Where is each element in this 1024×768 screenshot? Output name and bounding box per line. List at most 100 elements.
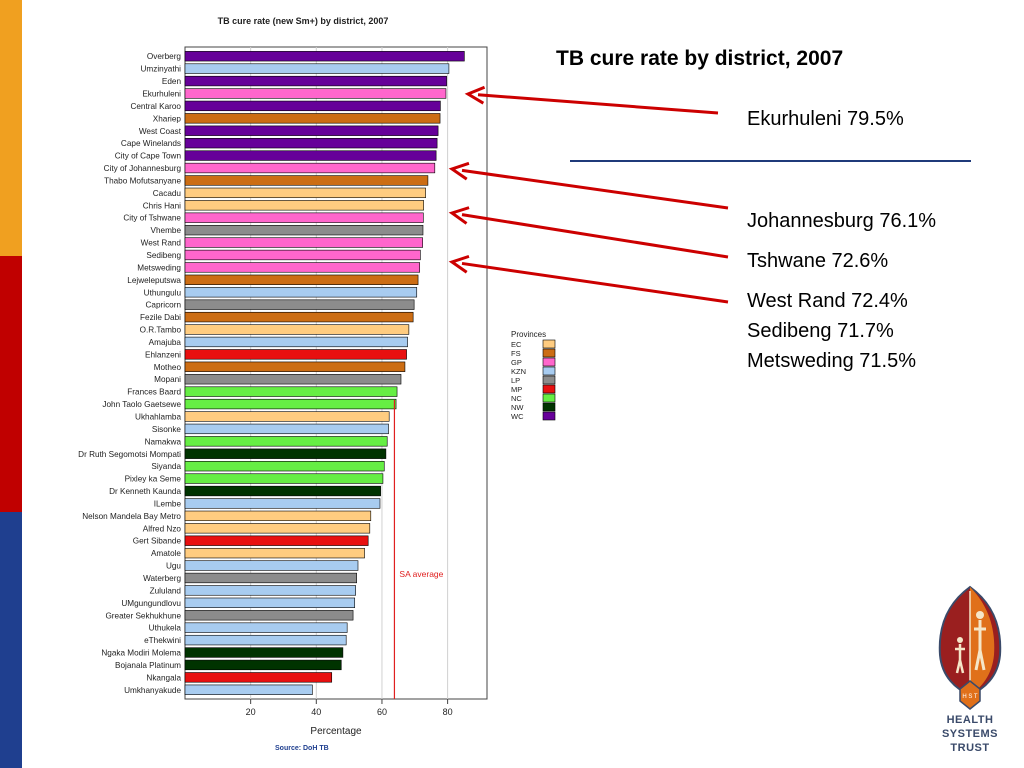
bar-sisonke: [184, 423, 389, 435]
category-label-eden: Eden: [162, 77, 182, 86]
x-tick-label-20: 20: [246, 707, 256, 717]
bar-bojanala-platinum: [184, 659, 342, 671]
legend-swatch-kzn: [542, 366, 556, 376]
bar-ilembe: [184, 498, 381, 509]
accent-stripe-orange: [0, 0, 22, 256]
bar-alfred-nzo: [184, 523, 371, 534]
category-label-ngaka-modiri-molema: Ngaka Modiri Molema: [101, 649, 181, 658]
x-axis-label: Percentage: [310, 726, 362, 737]
callout-johannesburg: Johannesburg 76.1%: [747, 210, 937, 232]
bar-metsweding: [184, 262, 421, 273]
bar-motheo: [184, 361, 406, 372]
legend-swatch-wc: [542, 411, 556, 421]
divider-line: [570, 160, 971, 162]
bar-vhembe: [184, 224, 424, 236]
bar-amatole: [184, 547, 365, 559]
legend-swatch-nc: [542, 393, 556, 403]
chart-title: TB cure rate (new Sm+) by district, 2007: [218, 16, 389, 26]
bar-umkhanyakude: [184, 684, 313, 695]
category-label-vhembe: Vhembe: [151, 226, 182, 235]
x-tick-label-60: 60: [377, 707, 387, 717]
x-tick-label-80: 80: [443, 707, 453, 717]
bar-ekurhuleni: [184, 88, 447, 99]
bar-city-of-tshwane: [184, 212, 424, 223]
bar-mopani: [184, 374, 402, 385]
legend-swatch-nw: [542, 402, 556, 412]
bar-cape-winelands: [184, 138, 438, 149]
category-label-ilembe: ILembe: [154, 499, 182, 508]
category-label-lejweleputswa: Lejweleputswa: [127, 276, 181, 285]
logo-line-2: SYSTEMS: [941, 728, 999, 740]
bar-central-karoo: [184, 100, 441, 112]
category-label-motheo: Motheo: [154, 363, 182, 372]
bar-frances-baard: [184, 386, 398, 397]
category-label-city-of-tshwane: City of Tshwane: [123, 214, 181, 223]
bar-ehlanzeni: [184, 349, 407, 360]
category-label-gert-sibande: Gert Sibande: [133, 537, 182, 546]
category-label-cacadu: Cacadu: [153, 189, 182, 198]
logo-line-3: TRUST: [950, 742, 990, 754]
category-label-alfred-nzo: Alfred Nzo: [143, 524, 182, 533]
category-label-dr-kenneth-kaunda: Dr Kenneth Kaunda: [109, 487, 181, 496]
accent-stripe-blue: [0, 512, 22, 768]
bar-pixley-ka-seme: [184, 473, 384, 484]
legend-key-fs: FS: [511, 349, 521, 358]
arrow-tshwane-head: [448, 206, 470, 225]
bar-john-taolo-gaetsewe: [184, 398, 397, 410]
bar-fezile-dabi: [184, 311, 414, 323]
arrow-johannesburg-head: [448, 161, 470, 181]
category-label-frances-baard: Frances Baard: [127, 388, 181, 397]
category-label-nelson-mandela-bay-metro: Nelson Mandela Bay Metro: [82, 512, 181, 521]
bar-umzinyathi: [184, 63, 450, 74]
category-label-west-coast: West Coast: [139, 127, 182, 136]
legend-key-gp: GP: [511, 358, 522, 367]
bar-umgungundlovu: [184, 597, 356, 608]
bar-eden: [184, 75, 447, 87]
bar-ethekwini: [184, 634, 347, 646]
category-label-mopani: Mopani: [154, 375, 181, 384]
bar-uthukela: [184, 622, 348, 633]
category-label-chris-hani: Chris Hani: [143, 201, 181, 210]
bar-dr-ruth-segomotsi-mompati: [184, 448, 387, 459]
legend-swatch-mp: [542, 384, 556, 394]
health-systems-trust-logo: H S T: [938, 585, 1002, 710]
category-label-amatole: Amatole: [151, 549, 181, 558]
legend-swatch-gp: [542, 357, 556, 367]
slide-title: TB cure rate by district, 2007: [556, 47, 844, 70]
legend-key-wc: WC: [511, 412, 524, 421]
legend-key-ec: EC: [511, 340, 522, 349]
bar-siyanda: [184, 461, 385, 472]
category-label-sedibeng: Sedibeng: [146, 251, 181, 260]
bar-amajuba: [184, 336, 408, 348]
legend-title: Provinces: [511, 330, 546, 339]
category-label-sisonke: Sisonke: [152, 425, 182, 434]
category-label-thabo-mofutsanyane: Thabo Mofutsanyane: [104, 176, 181, 185]
category-label-xhariep: Xhariep: [153, 114, 182, 123]
bar-gert-sibande: [184, 535, 369, 546]
bar-capricorn: [184, 299, 415, 310]
category-label-john-taolo-gaetsewe: John Taolo Gaetsewe: [102, 400, 181, 409]
legend-key-nc: NC: [511, 394, 522, 403]
bar-ukhahlamba: [184, 411, 390, 422]
arrow-johannesburg-shaft: [461, 168, 729, 210]
logo-badge: H S T: [962, 694, 978, 700]
category-label-cape-winelands: Cape Winelands: [121, 139, 181, 148]
bar-west-rand: [184, 237, 423, 248]
category-label-umzinyathi: Umzinyathi: [141, 65, 182, 74]
category-label-greater-sekhukhune: Greater Sekhukhune: [105, 611, 181, 620]
legend-swatch-lp: [542, 375, 556, 385]
category-label-city-of-cape-town: City of Cape Town: [115, 152, 182, 161]
callout-ekurhuleni: Ekurhuleni 79.5%: [747, 108, 904, 130]
x-tick-label-40: 40: [311, 707, 321, 717]
chart-source: Source: DoH TB: [275, 745, 329, 752]
legend-key-lp: LP: [511, 376, 520, 385]
bar-cacadu: [184, 187, 426, 199]
bar-uthungulu: [184, 287, 418, 298]
category-label-west-rand: West Rand: [141, 239, 182, 248]
plot-frame: [184, 46, 488, 700]
category-label-umgungundlovu: UMgungundlovu: [121, 599, 181, 608]
bar-greater-sekhukhune: [184, 610, 354, 621]
bar-lejweleputswa: [184, 274, 419, 285]
arrow-west-rand-head: [448, 254, 470, 274]
